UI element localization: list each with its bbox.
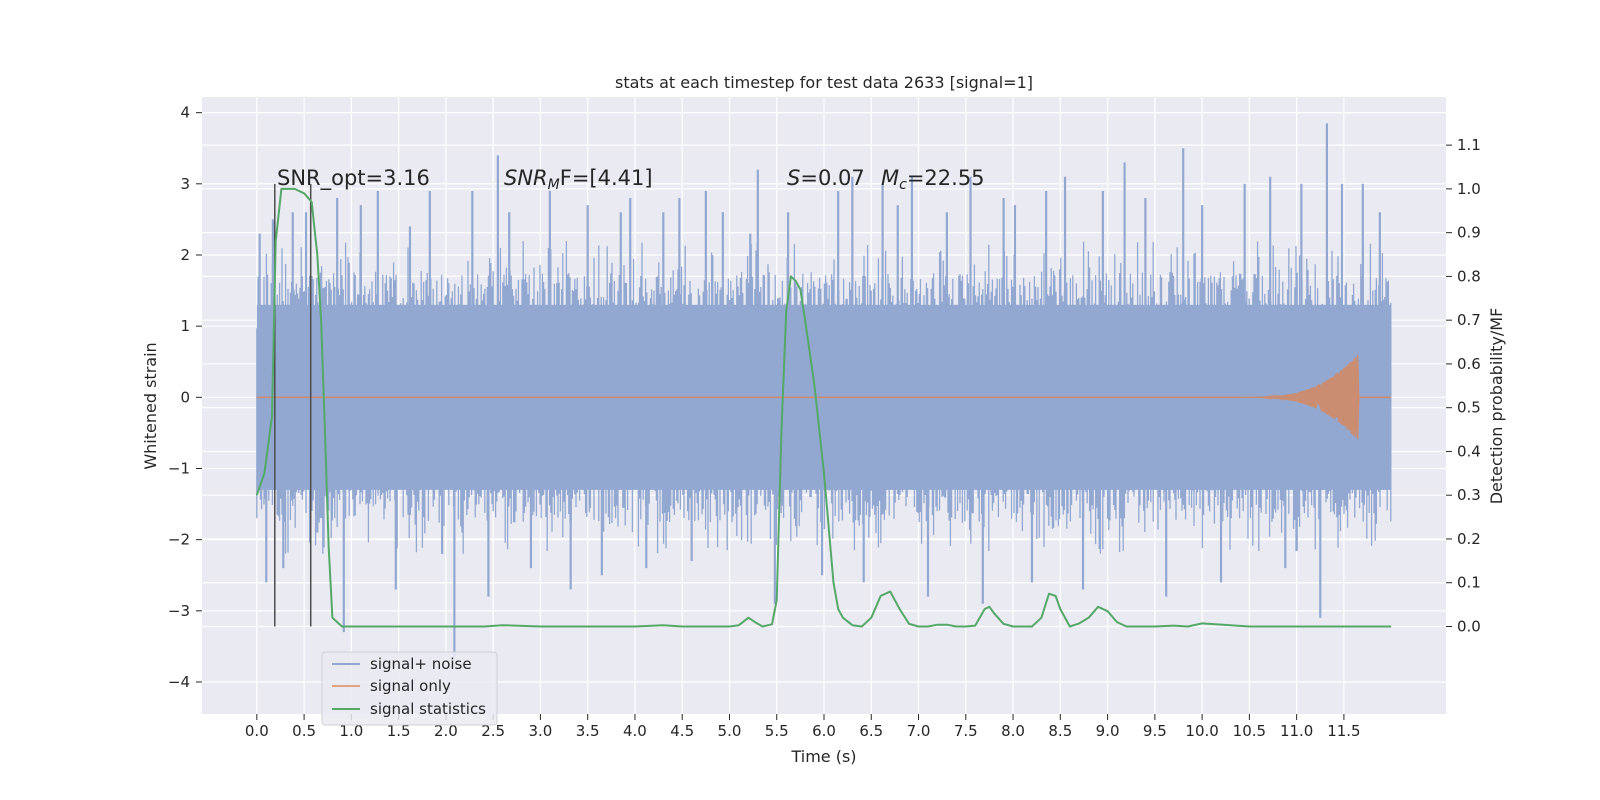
x-tick-label: 0.5 xyxy=(292,722,316,740)
legend-label-signal: signal only xyxy=(370,677,451,695)
y-tick-label: 2 xyxy=(180,246,190,264)
y-right-tick-label: 0.5 xyxy=(1457,399,1481,417)
y-tick-labels: 4 3 2 1 0 −1 −2 −3 −4 xyxy=(168,104,202,691)
y-right-axis-label: Detection probability/MF xyxy=(1487,308,1506,505)
y-right-tick-labels: 1.1 1.0 0.9 0.8 0.7 0.6 0.5 0.4 0.3 0.2 0.1 0.0 xyxy=(1446,136,1481,635)
legend: signal+ noise signal only signal statist… xyxy=(321,651,498,726)
y-axis-label: Whitened strain xyxy=(141,342,160,469)
legend-box xyxy=(321,651,498,726)
y-tick-label: −3 xyxy=(168,602,190,620)
annotation-s: S=0.07 xyxy=(787,166,865,190)
y-right-tick-label: 0.9 xyxy=(1457,224,1481,242)
annotation-mc: Mc=22.55 xyxy=(881,166,985,193)
s-var: S xyxy=(787,166,800,190)
x-tick-label: 1.5 xyxy=(387,722,411,740)
y-right-tick-label: 0.2 xyxy=(1457,530,1481,548)
y-right-tick-label: 0.1 xyxy=(1457,574,1481,592)
y-tick-label: −2 xyxy=(168,531,190,549)
y-right-tick-label: 1.0 xyxy=(1457,180,1481,198)
annotations: SNR_opt=3.16 SNRMF=[4.41] S=0.07 Mc=22.5… xyxy=(277,166,985,193)
y-tick-label: −1 xyxy=(168,459,190,477)
x-tick-label: 11.5 xyxy=(1327,722,1360,740)
y-tick-label: 1 xyxy=(180,317,190,335)
y-tick-label: 4 xyxy=(180,104,190,122)
x-tick-label: 4.5 xyxy=(670,722,694,740)
x-tick-label: 11.0 xyxy=(1280,722,1313,740)
chart-title: stats at each timestep for test data 263… xyxy=(615,73,1033,92)
x-tick-label: 8.0 xyxy=(1001,722,1025,740)
x-tick-label: 9.0 xyxy=(1096,722,1120,740)
snr-mf-main: SNR xyxy=(504,166,548,190)
plot-area xyxy=(202,97,1446,714)
x-tick-label: 6.5 xyxy=(859,722,883,740)
x-tick-label: 5.5 xyxy=(765,722,789,740)
signal-chirp xyxy=(1239,354,1360,440)
annotation-snr-opt: SNR_opt=3.16 xyxy=(277,166,430,191)
y-right-tick-label: 0.3 xyxy=(1457,486,1481,504)
x-tick-label: 7.0 xyxy=(907,722,931,740)
x-tick-label: 9.5 xyxy=(1143,722,1167,740)
y-right-tick-label: 0.6 xyxy=(1457,355,1481,373)
y-right-tick-label: 0.7 xyxy=(1457,311,1481,329)
x-tick-labels: 0.0 0.5 1.0 1.5 2.0 2.5 3.0 3.5 4.0 4.5 5.0 5.5 6.0 6… xyxy=(245,714,1361,740)
x-tick-label: 10.5 xyxy=(1233,722,1266,740)
snr-mf-sub: M xyxy=(548,177,560,193)
y-right-tick-label: 0.0 xyxy=(1457,617,1481,635)
y-right-tick-label: 0.8 xyxy=(1457,267,1481,285)
x-tick-label: 10.0 xyxy=(1185,722,1218,740)
x-tick-label: 0.0 xyxy=(245,722,269,740)
statistics-line xyxy=(255,187,1392,628)
annotation-snr-mf: SNRMF=[4.41] xyxy=(504,166,653,193)
x-tick-label: 3.5 xyxy=(576,722,600,740)
x-tick-label: 8.5 xyxy=(1048,722,1072,740)
x-tick-label: 1.0 xyxy=(339,722,363,740)
x-tick-label: 7.5 xyxy=(954,722,978,740)
mc-var: M xyxy=(881,166,899,190)
signal-only-series xyxy=(256,354,1392,440)
mc-rest: =22.55 xyxy=(907,166,985,190)
x-tick-label: 3.0 xyxy=(528,722,552,740)
y-tick-label: 3 xyxy=(180,175,190,193)
s-rest: =0.07 xyxy=(800,166,864,190)
y-tick-label: −4 xyxy=(168,673,190,691)
x-axis-label: Time (s) xyxy=(790,747,856,766)
x-tick-label: 2.0 xyxy=(434,722,458,740)
x-tick-label: 4.0 xyxy=(623,722,647,740)
y-tick-label: 0 xyxy=(180,388,190,406)
x-tick-label: 5.0 xyxy=(718,722,742,740)
legend-label-stat: signal statistics xyxy=(370,700,486,718)
snr-mf-rest: F=[4.41] xyxy=(560,166,653,190)
legend-label-noise: signal+ noise xyxy=(370,655,472,673)
signal-statistics-series xyxy=(255,187,1392,628)
x-tick-label: 2.5 xyxy=(481,722,505,740)
mc-sub: c xyxy=(899,177,907,193)
x-tick-label: 6.0 xyxy=(812,722,836,740)
y-right-tick-label: 0.4 xyxy=(1457,442,1481,460)
y-right-tick-label: 1.1 xyxy=(1457,136,1481,154)
